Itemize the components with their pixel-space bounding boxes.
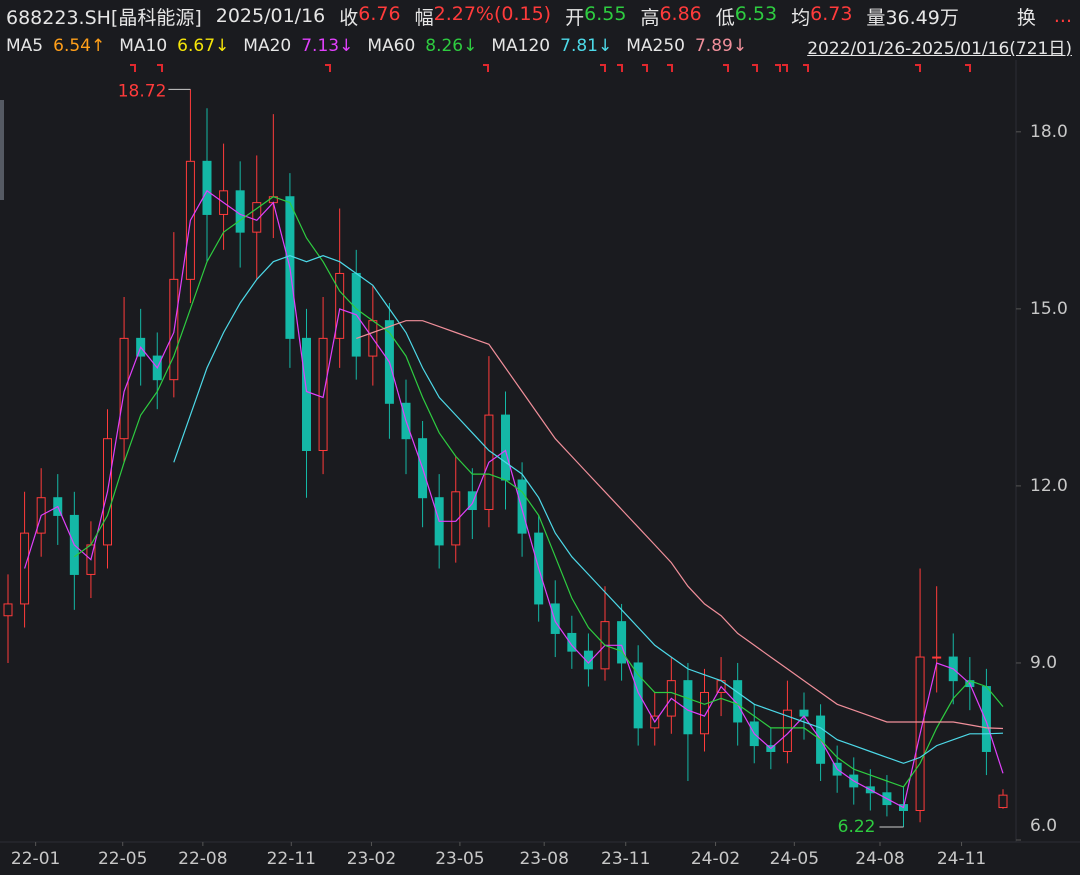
y-tick-label: 15.0: [1030, 299, 1068, 319]
min-label: 6.22: [838, 817, 876, 837]
candle-body: [3, 603, 13, 617]
candle-body: [700, 691, 709, 735]
ma-legend: MA5 6.54↑ MA10 6.67↓ MA20 7.13↓ MA60 8.26↓ MA120…: [6, 33, 1072, 59]
legend-name: MA120: [491, 36, 551, 56]
y-tick-label: 12.0: [1030, 476, 1068, 496]
x-tick-label: 23-05: [435, 849, 484, 869]
legend-value: 8.26↓: [425, 36, 478, 56]
x-tick-label: 24-08: [855, 849, 904, 869]
ma-line: [173, 255, 1004, 764]
candle-body: [501, 414, 510, 481]
quote-label: 高: [640, 6, 660, 29]
date: 2025/01/16: [215, 5, 326, 27]
max-label: 18.72: [118, 81, 167, 101]
legend-value: 7.13↓: [301, 36, 354, 56]
candle-body: [119, 337, 129, 440]
date-range[interactable]: 2022/01/26-2025/01/16(721日): [807, 38, 1072, 59]
candle-body: [517, 479, 527, 534]
legend-name: MA20: [243, 36, 292, 56]
x-tick-label: 24-11: [937, 849, 986, 869]
quote-value: 6.53: [734, 2, 778, 25]
legend-value: 6.67↓: [177, 36, 230, 56]
quote-value: 6.76: [358, 2, 401, 25]
legend-value: 6.54↑: [53, 36, 106, 56]
x-tick-label: 23-02: [347, 849, 396, 869]
candle-body: [467, 491, 477, 511]
x-tick-label: 22-08: [178, 849, 227, 869]
candle-body: [932, 656, 942, 659]
candle-body: [252, 202, 262, 233]
more-button[interactable]: ...: [1053, 5, 1072, 27]
candle-body: [583, 650, 593, 670]
candle-body: [235, 190, 245, 233]
quote-header: 688223.SH[晶科能源] 2025/01/16 收 6.76 幅 2.27%(0…: [6, 2, 1072, 30]
candle-body: [799, 709, 809, 717]
candle-body: [617, 621, 627, 664]
quote-value: 6.86: [659, 2, 702, 25]
quote-value: 6.55: [584, 2, 627, 25]
symbol: 688223.SH[晶科能源]: [6, 6, 202, 29]
candle-body: [633, 662, 643, 729]
x-tick-label: 22-01: [11, 849, 60, 869]
legend-name: MA5: [6, 36, 44, 56]
x-tick-label: 22-05: [98, 849, 147, 869]
y-tick-label: 9.0: [1030, 653, 1057, 673]
legend-name: MA60: [367, 36, 416, 56]
candle-body: [733, 680, 743, 723]
scroll-indicator: [0, 100, 4, 200]
quote-label: 量: [866, 6, 886, 29]
x-tick-label: 23-11: [601, 849, 650, 869]
candles: [3, 89, 1008, 828]
ma-line: [356, 320, 1004, 730]
ma-list: MA5 6.54↑ MA10 6.67↓ MA20 7.13↓ MA60 8.26↓ MA120…: [6, 36, 761, 56]
legend-name: MA10: [119, 36, 168, 56]
ma-line: [24, 189, 1004, 809]
y-tick-label: 6.0: [1030, 816, 1057, 836]
quote-label: 收: [339, 6, 359, 29]
quote-value: 2.27%(0.15): [433, 2, 552, 25]
candle-body: [451, 491, 461, 546]
x-tick-label: 23-08: [519, 849, 568, 869]
candle-body: [567, 632, 577, 652]
candle-body: [302, 337, 311, 451]
legend-name: MA250: [626, 36, 685, 56]
quote-value: 36.49万: [885, 6, 959, 29]
candle-body: [335, 272, 345, 339]
quote-value: 6.73: [810, 2, 853, 25]
candle-body: [683, 680, 693, 735]
signal-markers: [130, 64, 971, 72]
quote-label: 幅: [414, 6, 434, 29]
y-tick-label: 18.0: [1030, 122, 1068, 142]
legend-value: 7.81↓: [560, 36, 613, 56]
legend-value: 7.89↓: [694, 36, 748, 56]
candle-body: [550, 603, 560, 634]
quote-list: 收 6.76 幅 2.27%(0.15) 开 6.55 高 6.86 低 6.53 均 6.73 量 36…: [339, 3, 973, 30]
candle-body: [998, 794, 1008, 809]
x-tick-label: 24-05: [770, 849, 819, 869]
candle-body: [20, 532, 30, 605]
candle-body: [202, 160, 212, 215]
quote-label: 均: [791, 6, 811, 29]
quote-label: 低: [715, 6, 735, 29]
candle-body: [981, 686, 991, 752]
x-tick-label: 22-11: [267, 849, 316, 869]
candle-body: [782, 709, 792, 752]
quote-label: 开: [565, 6, 585, 29]
ma-line: [73, 196, 1004, 788]
extra: 换: [1016, 6, 1036, 29]
x-tick-label: 24-02: [691, 849, 740, 869]
